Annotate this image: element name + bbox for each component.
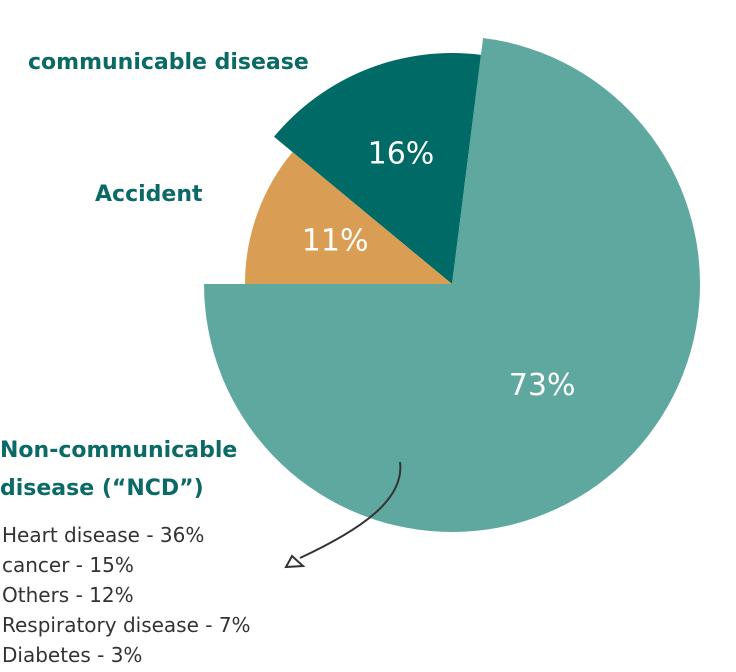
breakdown-item: Heart disease - 36%	[2, 523, 205, 547]
pie-slice	[245, 152, 452, 284]
breakdown-list: Heart disease - 36% cancer - 15% Others - …	[2, 520, 251, 670]
category-label: Non-communicable disease (“NCD”)	[0, 438, 238, 501]
value-label: 11%	[302, 223, 369, 258]
breakdown-item: Others - 12%	[2, 583, 134, 607]
value-label: 73%	[509, 368, 576, 403]
breakdown-item: Diabetes - 3%	[2, 643, 143, 667]
pie-slice	[204, 37, 701, 532]
pie-slice	[274, 53, 481, 285]
breakdown-item: cancer - 15%	[2, 553, 134, 577]
breakdown-item: Respiratory disease - 7%	[2, 613, 251, 637]
category-label: Accident	[95, 182, 203, 207]
category-label: communicable disease	[28, 50, 309, 75]
arrow	[299, 461, 402, 559]
value-label: 16%	[368, 137, 435, 172]
arrow-head	[284, 554, 306, 569]
